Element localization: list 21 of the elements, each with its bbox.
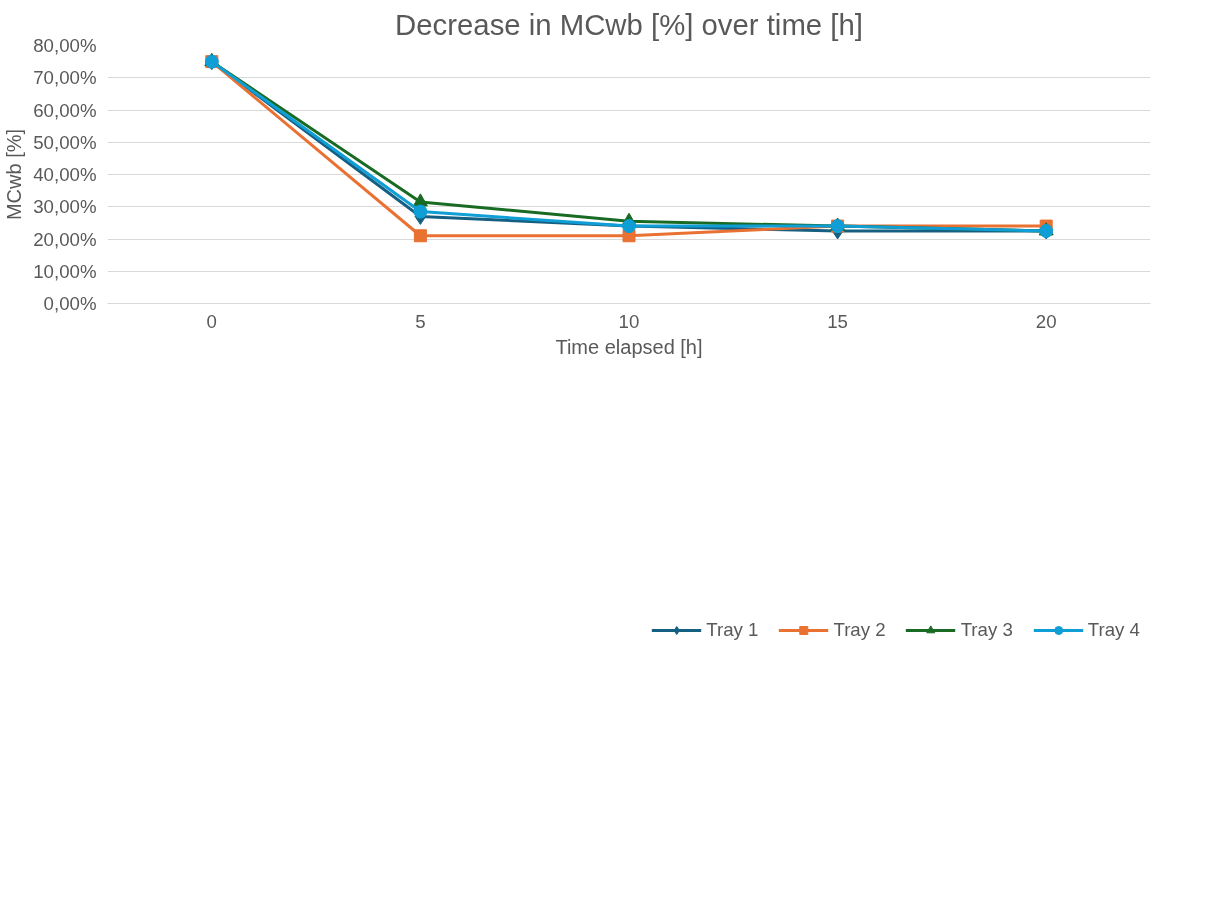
y-tick-label: 0,00%: [43, 293, 97, 314]
y-tick-label: 40,00%: [33, 164, 97, 185]
legend-label: Tray 4: [1087, 619, 1140, 641]
x-tick-label: 5: [415, 310, 426, 332]
y-tick-label: 80,00%: [33, 35, 97, 56]
y-tick-label: 60,00%: [33, 99, 97, 121]
y-tick-label: 10,00%: [33, 260, 97, 282]
y-tick-label: 70,00%: [33, 67, 97, 89]
y-tick-label: 20,00%: [33, 228, 97, 250]
y-tick-label: 30,00%: [33, 196, 97, 218]
x-tick-label: 0: [206, 310, 217, 332]
x-tick-label: 10: [618, 310, 640, 332]
legend-label: Tray 2: [833, 619, 886, 641]
legend-label: Tray 1: [706, 619, 759, 641]
chart-title: Decrease in MCwb [%] over time [h]: [395, 7, 863, 41]
y-axis-title: MCwb [%]: [3, 128, 26, 221]
y-tick-label: 50,00%: [33, 131, 97, 153]
legend-label: Tray 3: [960, 619, 1013, 641]
x-tick-label: 15: [827, 310, 848, 332]
x-tick-label: 20: [1035, 310, 1057, 332]
x-axis-title: Time elapsed [h]: [555, 335, 703, 358]
